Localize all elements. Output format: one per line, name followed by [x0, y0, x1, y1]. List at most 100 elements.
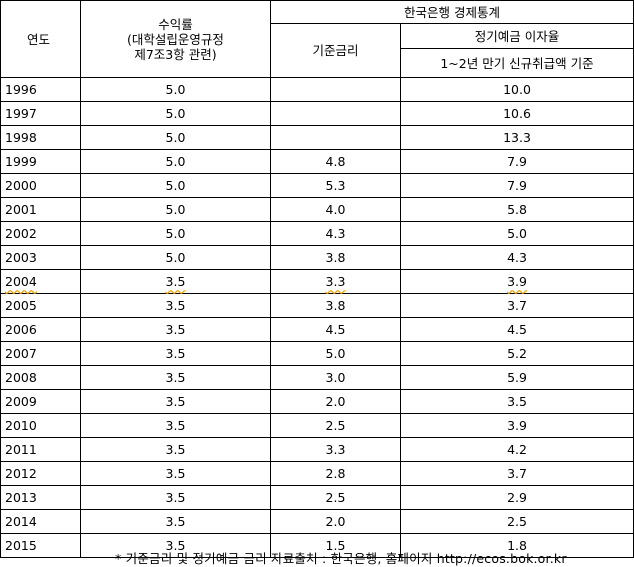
cell-deposit-rate-value: 3.7: [507, 466, 527, 481]
cell-deposit-rate-value: 3.5: [507, 394, 527, 409]
cell-year-value: 2001: [5, 202, 37, 217]
cell-year: 2005: [0, 293, 81, 318]
cell-base-rate: 2.0: [270, 509, 401, 534]
cell-return-rate-value: 3.5: [165, 322, 186, 337]
cell-deposit-rate: 5.0: [399, 221, 634, 246]
cell-deposit-rate-value: 4.3: [507, 250, 527, 265]
cell-year-value: 2015: [5, 538, 37, 553]
table-row: 2007 3.5 5.0 5.2: [0, 341, 634, 366]
cell-return-rate: 3.5: [80, 413, 271, 438]
cell-return-rate: 3.5: [80, 365, 271, 390]
table-row: 2009 3.5 2.0 3.5: [0, 389, 634, 414]
cell-return-rate: 3.5: [80, 437, 271, 462]
table-row: 2015 3.5 1.5 1.8: [0, 533, 634, 558]
cell-base-rate-value: 2.5: [325, 418, 346, 433]
table-row: 1997 5.0 10.6: [0, 101, 634, 126]
cell-return-rate-value: 3.5: [165, 394, 186, 409]
cell-year: 2002: [0, 221, 81, 246]
cell-return-rate-value: 3.5: [165, 346, 186, 361]
cell-return-rate: 5.0: [80, 77, 271, 102]
cell-year: 1996: [0, 77, 81, 102]
cell-year-value: 2010: [5, 418, 37, 433]
cell-deposit-rate: 3.9: [399, 269, 634, 294]
cell-base-rate-value: 5.0: [325, 346, 346, 361]
header-return-rate-line3: 제7조3항 관련): [134, 46, 217, 62]
cell-year: 2013: [0, 485, 81, 510]
table-row: 1999 5.0 4.8 7.9: [0, 149, 634, 174]
header-deposit-basis: 1~2년 만기 신규취급액 기준: [399, 48, 634, 78]
cell-deposit-rate: 7.9: [399, 149, 634, 174]
cell-year-value: 2002: [5, 226, 37, 241]
cell-deposit-rate: 3.7: [399, 293, 634, 318]
cell-deposit-rate: 2.9: [399, 485, 634, 510]
cell-year: 2012: [0, 461, 81, 486]
cell-base-rate: 2.5: [270, 413, 401, 438]
cell-base-rate-value: 4.5: [325, 322, 346, 337]
table-header: 연도 수익률 (대학설립운영규정 제7조3항 관련) 한국은행 경제통계 기준금…: [0, 0, 634, 78]
cell-base-rate-value: 4.0: [325, 202, 346, 217]
cell-return-rate: 3.5: [80, 269, 271, 294]
cell-base-rate-value: 3.8: [325, 298, 346, 313]
cell-year: 2001: [0, 197, 81, 222]
cell-year-value: 2009: [5, 394, 37, 409]
table-row: 2014 3.5 2.0 2.5: [0, 509, 634, 534]
cell-deposit-rate: 10.0: [399, 77, 634, 102]
cell-return-rate: 5.0: [80, 149, 271, 174]
cell-base-rate-value: 4.8: [325, 154, 346, 169]
cell-deposit-rate: 13.3: [399, 125, 634, 150]
cell-year-value: 2014: [5, 514, 37, 529]
cell-return-rate-value: 3.5: [165, 298, 186, 313]
table-row: 2005 3.5 3.8 3.7: [0, 293, 634, 318]
cell-year-value: 1998: [5, 130, 37, 145]
cell-return-rate: 5.0: [80, 197, 271, 222]
cell-base-rate: 2.5: [270, 485, 401, 510]
cell-return-rate-value: 5.0: [165, 178, 186, 193]
table-row: 2003 5.0 3.8 4.3: [0, 245, 634, 270]
cell-base-rate: 3.8: [270, 293, 401, 318]
cell-base-rate: 4.8: [270, 149, 401, 174]
cell-deposit-rate-value: 5.0: [507, 226, 527, 241]
cell-base-rate-value: 2.0: [325, 394, 346, 409]
cell-return-rate-value: 3.5: [165, 274, 186, 289]
cell-return-rate-value: 3.5: [165, 538, 186, 553]
cell-return-rate: 3.5: [80, 293, 271, 318]
cell-deposit-rate-value: 2.9: [507, 490, 527, 505]
cell-deposit-rate-value: 7.9: [507, 154, 527, 169]
cell-deposit-rate: 4.2: [399, 437, 634, 462]
cell-return-rate-value: 3.5: [165, 514, 186, 529]
cell-return-rate-value: 3.5: [165, 466, 186, 481]
table-row: 2002 5.0 4.3 5.0: [0, 221, 634, 246]
cell-return-rate-value: 3.5: [165, 418, 186, 433]
table-row: 2008 3.5 3.0 5.9: [0, 365, 634, 390]
cell-base-rate: 3.3: [270, 269, 401, 294]
cell-base-rate-value: 2.5: [325, 490, 346, 505]
cell-return-rate: 5.0: [80, 173, 271, 198]
header-year: 연도: [0, 0, 81, 78]
cell-year: 2014: [0, 509, 81, 534]
cell-deposit-rate-value: 7.9: [507, 178, 527, 193]
cell-return-rate: 3.5: [80, 317, 271, 342]
cell-year: 2004: [0, 269, 81, 294]
cell-deposit-rate-value: 4.2: [507, 442, 527, 457]
header-return-rate: 수익률 (대학설립운영규정 제7조3항 관련): [80, 0, 271, 78]
header-return-rate-line1: 수익률: [158, 16, 193, 32]
table-row: 2013 3.5 2.5 2.9: [0, 485, 634, 510]
cell-base-rate-value: 5.3: [325, 178, 346, 193]
cell-deposit-rate: 5.8: [399, 197, 634, 222]
cell-year-value: 2007: [5, 346, 37, 361]
cell-year-value: 1996: [5, 82, 37, 97]
cell-year: 2008: [0, 365, 81, 390]
cell-deposit-rate-value: 13.3: [503, 130, 531, 145]
table-row: 2001 5.0 4.0 5.8: [0, 197, 634, 222]
cell-return-rate: 3.5: [80, 509, 271, 534]
cell-return-rate-value: 5.0: [165, 250, 186, 265]
header-return-rate-line2: (대학설립운영규정: [127, 31, 224, 47]
cell-base-rate-value: 4.3: [325, 226, 346, 241]
cell-return-rate: 5.0: [80, 125, 271, 150]
cell-return-rate: 3.5: [80, 461, 271, 486]
table-body: 1996 5.0 10.0 1997 5.0 10.6 1998 5.0 13.3 1999 5.0…: [0, 77, 634, 558]
cell-deposit-rate: 5.9: [399, 365, 634, 390]
table-row: 2010 3.5 2.5 3.9: [0, 413, 634, 438]
cell-year: 2006: [0, 317, 81, 342]
header-deposit-rate: 정기예금 이자율: [399, 23, 634, 49]
